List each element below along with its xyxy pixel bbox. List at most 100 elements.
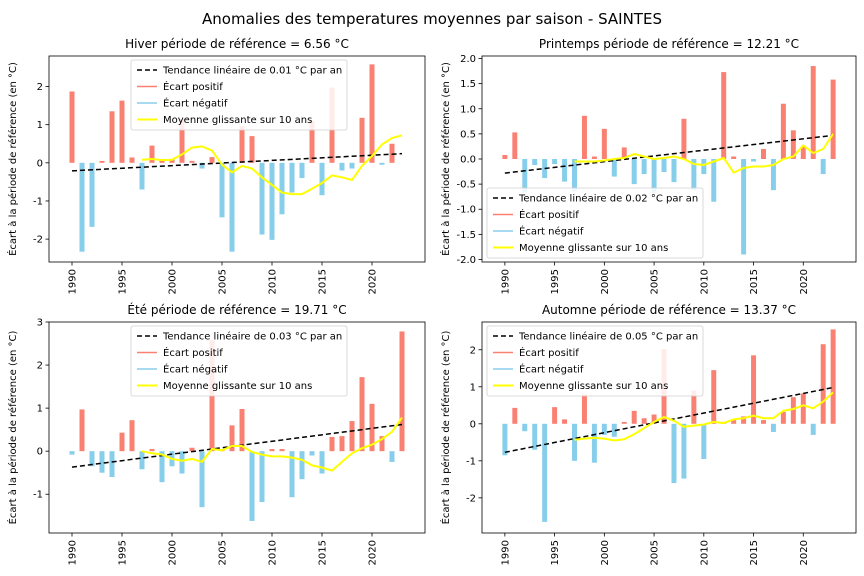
x-tick-label: 2000 xyxy=(600,269,611,294)
bar-negative xyxy=(349,162,355,169)
axes-frame xyxy=(481,321,857,534)
bar-positive xyxy=(239,126,245,163)
bar-positive xyxy=(69,91,75,163)
bar-negative xyxy=(259,162,265,235)
bar-negative xyxy=(631,159,637,185)
bar-negative xyxy=(651,159,657,194)
bar-negative xyxy=(319,451,325,474)
bar-positive xyxy=(820,344,826,424)
bar-negative xyxy=(259,451,265,502)
legend-negative-label: Écart négatif xyxy=(163,363,228,376)
x-tick-label: 2010 xyxy=(268,540,279,565)
bar-negative xyxy=(109,451,115,478)
y-tick-label: -1 xyxy=(33,490,43,501)
axes-frame xyxy=(48,321,426,534)
bar-positive xyxy=(379,436,385,452)
y-tick-label: 3 xyxy=(37,318,43,329)
bar-negative xyxy=(522,423,528,432)
x-tick-label: 2015 xyxy=(749,540,760,565)
moving-average-line xyxy=(141,134,403,196)
bar-positive xyxy=(601,128,607,159)
bar-positive xyxy=(761,420,766,424)
y-tick-label: 2 xyxy=(37,82,43,93)
bar-positive xyxy=(329,436,335,452)
bar-negative xyxy=(532,423,538,450)
legend-positive-label: Écart positif xyxy=(163,346,223,359)
moving-average-line xyxy=(141,417,403,472)
legend-positive-label: Écart positif xyxy=(519,346,579,359)
bar-positive xyxy=(830,329,836,424)
bar-positive xyxy=(179,118,185,163)
bar-negative xyxy=(671,159,677,183)
legend-moving-label: Moyenne glissante sur 10 ans xyxy=(163,381,312,392)
bar-negative xyxy=(572,159,577,192)
chart-title: Automne période de référence = 13.37 °C xyxy=(542,303,796,317)
bar-positive xyxy=(149,145,155,163)
x-tick-label: 2010 xyxy=(699,540,710,565)
x-tick-label: 2010 xyxy=(268,269,279,294)
bar-negative xyxy=(79,162,85,252)
x-tick-label: 2005 xyxy=(218,269,229,294)
bar-positive xyxy=(751,355,757,424)
bar-positive xyxy=(119,100,125,163)
bar-positive xyxy=(339,436,345,452)
bar-positive xyxy=(562,419,568,424)
bar-negative xyxy=(601,423,607,435)
x-tick-label: 2015 xyxy=(749,269,760,294)
bar-positive xyxy=(99,160,105,163)
y-tick-label: 0.5 xyxy=(460,129,476,140)
bar-negative xyxy=(611,423,617,437)
chart-title: Printemps période de référence = 12.21 °… xyxy=(539,37,799,51)
bar-positive xyxy=(229,425,235,452)
y-tick-label: -1.5 xyxy=(456,230,476,241)
x-tick-label: 1995 xyxy=(550,540,561,565)
bar-positive xyxy=(109,111,115,163)
bar-negative xyxy=(641,159,647,175)
bar-positive xyxy=(641,418,647,424)
bar-positive xyxy=(279,449,285,452)
bar-positive xyxy=(149,449,155,452)
y-tick-label: 2.0 xyxy=(460,54,476,65)
bar-negative xyxy=(711,159,717,202)
chart-panel: Printemps période de référence = 12.21 °… xyxy=(439,37,857,294)
legend: Tendance linéaire de 0.02 °C par an Écart… xyxy=(486,187,704,259)
chart-title: Hiver période de référence = 6.56 °C xyxy=(125,37,349,51)
bar-positive xyxy=(502,154,508,159)
bar-negative xyxy=(810,423,816,435)
legend-moving-label: Moyenne glissante sur 10 ans xyxy=(519,381,668,392)
bar-positive xyxy=(249,136,255,163)
bar-negative xyxy=(691,159,697,191)
x-tick-label: 2000 xyxy=(600,540,611,565)
x-tick-label: 2015 xyxy=(318,269,329,294)
bar-negative xyxy=(611,159,617,177)
y-tick-label: 1 xyxy=(37,404,43,415)
figure-title: Anomalies des temperatures moyennes par … xyxy=(202,10,662,28)
y-axis-label: Écart à la période de référence (en °C) xyxy=(439,331,452,525)
y-tick-label: -1 xyxy=(33,196,43,207)
x-tick-label: 1995 xyxy=(118,269,129,294)
x-tick-label: 2020 xyxy=(368,540,379,565)
moving-average-line xyxy=(574,133,834,174)
bar-positive xyxy=(369,64,375,163)
bar-negative xyxy=(820,159,826,175)
x-tick-label: 2005 xyxy=(650,540,661,565)
bar-positive xyxy=(389,143,395,163)
bar-negative xyxy=(139,162,145,190)
y-tick-label: 0 xyxy=(470,419,476,430)
bar-negative xyxy=(89,451,95,467)
y-tick-label: 1.5 xyxy=(460,79,476,90)
bar-negative xyxy=(179,451,185,474)
bar-positive xyxy=(621,147,627,159)
bar-positive xyxy=(790,130,796,159)
y-tick-label: 0 xyxy=(37,447,43,458)
legend-trend-label: Tendance linéaire de 0.03 °C par an xyxy=(162,331,342,343)
y-tick-label: 0.0 xyxy=(460,155,476,166)
bar-negative xyxy=(502,423,508,456)
y-axis-label: Écart à la période de référence (en °C) xyxy=(6,331,19,525)
bar-positive xyxy=(239,408,245,452)
y-tick-label: -2 xyxy=(466,493,476,504)
bar-negative xyxy=(379,162,385,165)
chart-panel: Automne période de référence = 13.37 °C -… xyxy=(439,303,857,565)
